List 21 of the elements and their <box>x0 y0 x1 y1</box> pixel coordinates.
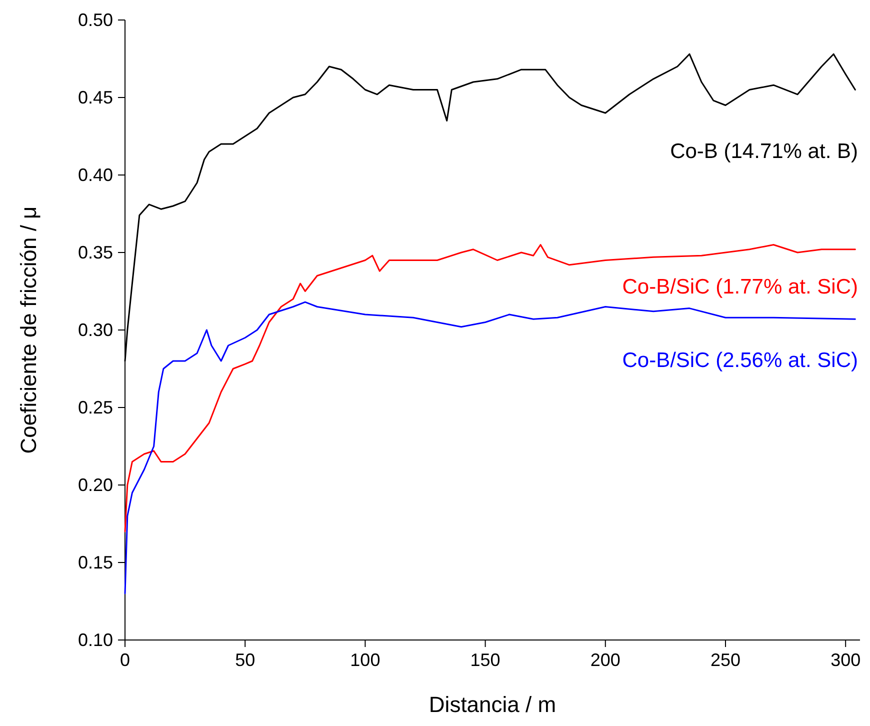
y-tick-label: 0.10 <box>78 630 113 650</box>
text: Co-B (14.71% at. B) <box>670 140 858 163</box>
y-tick-label: 0.45 <box>78 88 113 108</box>
x-axis-title: Distancia / m <box>428 692 556 717</box>
x-tick-label: 300 <box>830 650 861 670</box>
x-tick-label: 200 <box>590 650 620 670</box>
x-tick-label: 250 <box>710 650 741 670</box>
series-label: Co-B/SiC (2.56% at. SiC) <box>622 349 858 372</box>
y-tick-label: 0.50 <box>78 10 113 30</box>
x-tick-label: 0 <box>120 650 130 670</box>
y-tick-label: 0.40 <box>78 165 113 185</box>
y-axis-title: Coeficiente de fricción / μ <box>16 206 41 454</box>
series-label: Co-B/SiC (1.77% at. SiC) <box>622 275 858 298</box>
y-tick-label: 0.25 <box>78 398 113 418</box>
y-tick-label: 0.15 <box>78 552 113 572</box>
y-tick-label: 0.30 <box>78 320 113 340</box>
y-tick-label: 0.35 <box>78 242 113 262</box>
x-tick-label: 150 <box>470 650 500 670</box>
x-tick-label: 50 <box>235 650 256 670</box>
x-tick-label: 100 <box>350 650 380 670</box>
y-tick-label: 0.20 <box>78 475 113 495</box>
